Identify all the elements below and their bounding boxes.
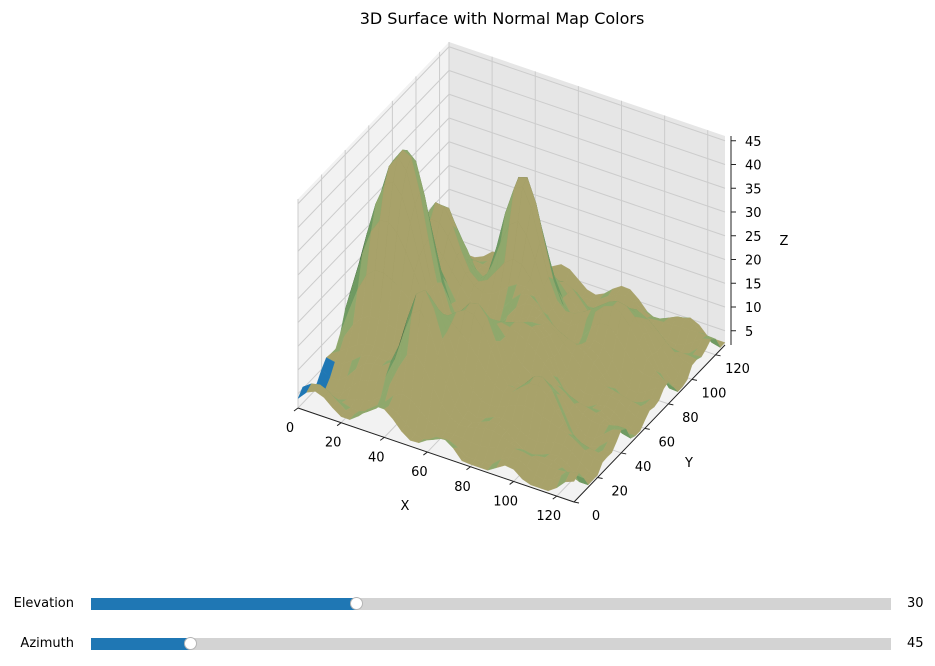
x-tick-mark [423,451,428,456]
x-tick-mark [379,436,385,441]
gridline-z [297,188,726,347]
y-tick-mark [691,378,698,381]
z-tick-label: 25 [745,230,762,245]
azimuth-slider-handle[interactable] [184,637,197,650]
y-tick-mark [668,403,674,406]
azimuth-slider-label: Azimuth [20,636,74,651]
gridline-z [297,69,726,228]
y-axis-label: Y [684,456,693,471]
y-tick-mark [644,427,650,430]
z-tick-label: 35 [745,182,762,197]
y-tick-mark [573,501,580,504]
z-tick-label: 10 [745,301,762,316]
x-tick-mark [293,407,299,412]
azimuth-slider-track[interactable] [91,637,891,650]
z-tick-label: 20 [745,254,762,269]
x-tick-label: 100 [493,494,518,509]
chart-title: 3D Surface with Normal Map Colors [360,9,645,28]
elevation-slider-fill [91,598,358,610]
azimuth-slider-value: 45 [907,636,924,651]
y-tick-label: 100 [702,386,727,401]
x-tick-mark [509,481,514,485]
y-tick-mark [621,452,627,455]
surface-mesh [297,149,726,492]
surface-plot: 3D Surface with Normal Map Colors 0 20 40 6… [286,9,789,524]
surface-facet [565,471,580,483]
gridline-z [297,46,726,205]
y-tick-label: 80 [682,411,699,426]
gridline-z [297,93,726,252]
x-tick-mark [466,466,471,471]
x-tick-label: 40 [368,450,385,465]
z-tick-label: 45 [745,135,762,150]
gridline-z [297,164,726,323]
y-tick-label: 120 [725,362,750,377]
z-tick-label: 30 [745,206,762,221]
elevation-slider-label: Elevation [13,596,74,611]
x-tick-label: 80 [454,480,471,495]
z-tick-label: 15 [745,277,762,292]
gridline-z [297,117,726,276]
y-tick-mark [597,476,603,479]
y-tick-label: 40 [635,460,652,475]
x-tick-mark [336,422,342,427]
x-tick-mark [552,495,558,500]
z-tick-label: 40 [745,159,762,174]
axes-lines [297,136,732,503]
z-tick-label: 5 [745,325,753,340]
y-tick-label: 20 [611,484,628,499]
y-tick-label: 60 [659,435,676,450]
elevation-slider-value: 30 [907,596,924,611]
x-tick-label: 120 [536,509,561,524]
z-axis-label: Z [780,234,789,249]
azimuth-slider-fill [91,638,191,650]
x-tick-label: 60 [411,465,428,480]
y-tick-label: 0 [592,509,600,524]
y-axis-line [573,344,726,503]
elevation-slider-handle[interactable] [350,597,364,610]
azimuth-slider[interactable]: Azimuth 45 [0,634,935,654]
elevation-slider[interactable]: Elevation 30 [0,594,935,614]
gridline-z [297,141,726,300]
y-tick-mark [715,354,721,357]
x-tick-label: 20 [325,436,342,451]
x-axis-line [297,407,575,503]
x-axis-label: X [401,499,410,514]
x-tick-label: 0 [286,421,294,436]
elevation-slider-track[interactable] [91,597,891,610]
